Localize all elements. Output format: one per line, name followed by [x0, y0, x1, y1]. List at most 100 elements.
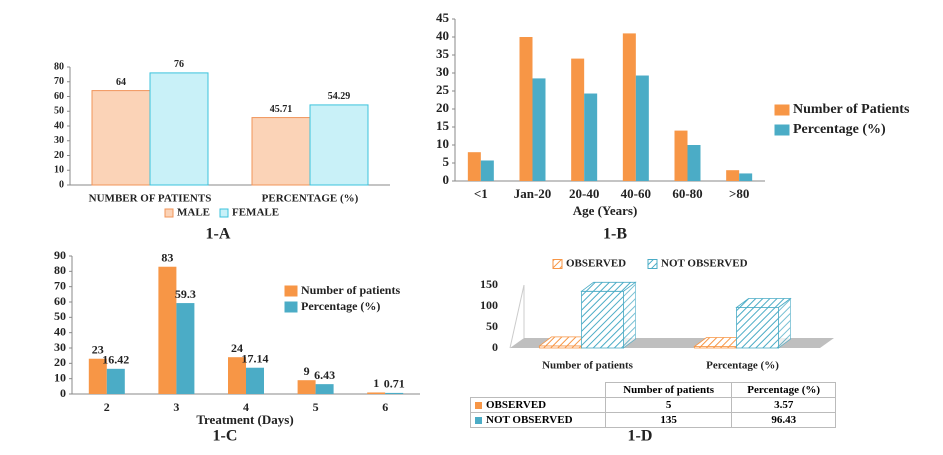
bar	[149, 72, 209, 186]
data-label: 23	[92, 342, 104, 356]
y-tick-label: 30	[54, 340, 66, 354]
y-tick-label: 20	[436, 100, 449, 115]
table-cell: NOT OBSERVED	[470, 412, 606, 428]
bar-front	[581, 290, 624, 349]
data-label: 1	[373, 376, 379, 390]
y-tick-label: 50	[486, 319, 498, 333]
bar-side	[623, 281, 636, 349]
x-tick-label: Percentage (%)	[706, 360, 779, 372]
bar	[158, 266, 177, 394]
y-tick-label: 20	[54, 150, 64, 161]
table-cell: Number of patients	[604, 382, 733, 398]
legend-swatch	[219, 208, 229, 218]
x-tick-label: Jan-20	[514, 186, 552, 201]
panel-label: 1-D	[628, 428, 653, 445]
bar	[106, 368, 125, 394]
bar	[674, 130, 688, 181]
y-tick-label: 40	[436, 28, 449, 43]
legend-swatch	[647, 259, 658, 269]
y-tick-label: 0	[492, 340, 498, 354]
bar-side	[778, 297, 791, 349]
table-cell: 135	[604, 412, 733, 428]
bar	[571, 58, 585, 181]
y-tick-label: 0	[59, 179, 64, 190]
y-tick-label: 50	[54, 106, 64, 117]
panel-label: 1-B	[603, 226, 627, 243]
bar	[532, 78, 546, 181]
table-cell: 96.43	[731, 412, 836, 428]
bar	[228, 357, 246, 394]
y-tick-label: 50	[54, 309, 66, 323]
data-label: 9	[304, 364, 310, 378]
panel-label: 1-C	[213, 428, 238, 445]
data-label: 59.3	[175, 287, 196, 301]
x-tick-label: 60-80	[672, 186, 702, 201]
data-label: 6.43	[314, 368, 335, 382]
x-tick-label: 5	[313, 400, 319, 414]
x-tick-label: 20-40	[569, 186, 599, 201]
table-cell: Percentage (%)	[731, 382, 836, 398]
bar	[309, 104, 369, 186]
y-tick-label: 80	[54, 263, 66, 277]
data-label: 76	[174, 59, 184, 70]
data-label: 54.29	[328, 91, 351, 102]
legend-label: Number of Patients	[793, 102, 910, 117]
legend-label: NOT OBSERVED	[661, 258, 748, 270]
bar	[315, 384, 334, 394]
x-axis-label: Age (Years)	[573, 203, 638, 218]
y-tick-label: 10	[54, 370, 66, 384]
x-tick-label: PERCENTAGE (%)	[262, 193, 359, 205]
bar	[480, 160, 494, 181]
table-swatch	[475, 401, 482, 409]
bar	[622, 33, 636, 182]
y-tick-label: 100	[480, 298, 498, 312]
data-label: 24	[231, 341, 243, 355]
bar	[367, 392, 386, 394]
legend-swatch	[774, 104, 790, 116]
table-cell	[471, 383, 606, 398]
bar	[246, 367, 264, 394]
bar	[91, 90, 151, 186]
legend-label: Percentage (%)	[793, 122, 886, 137]
legend-swatch	[164, 208, 174, 218]
y-tick-label: 15	[436, 118, 450, 133]
bar	[251, 117, 311, 186]
bar	[88, 358, 107, 394]
x-tick-label: 40-60	[621, 186, 651, 201]
data-label: 0.71	[384, 377, 405, 391]
bar	[385, 392, 404, 394]
data-label: 45.71	[270, 104, 293, 115]
y-tick-label: 60	[54, 294, 66, 308]
table-row: OBSERVED 5 3.57	[470, 397, 836, 413]
x-tick-label: NUMBER OF PATIENTS	[89, 193, 212, 205]
bar	[687, 145, 701, 181]
back-wall	[509, 284, 525, 349]
bar-front	[736, 307, 779, 349]
x-tick-label: Number of patients	[542, 360, 634, 372]
data-label: 83	[161, 250, 173, 264]
bar	[467, 152, 481, 181]
table-row: NOT OBSERVED 135 96.43	[470, 412, 836, 428]
y-tick-label: 90	[54, 248, 66, 262]
x-tick-label: <1	[474, 186, 488, 201]
y-tick-label: 70	[54, 278, 66, 292]
bar	[297, 380, 316, 394]
y-tick-label: 60	[54, 91, 64, 102]
x-tick-label: 3	[173, 400, 179, 414]
legend-swatch	[774, 124, 790, 136]
y-tick-label: 80	[54, 61, 64, 72]
row-label: NOT OBSERVED	[486, 414, 573, 426]
legend-label: Percentage (%)	[301, 299, 380, 313]
y-tick-label: 30	[54, 135, 64, 146]
bar	[584, 93, 598, 181]
y-tick-label: 5	[443, 154, 450, 169]
table-cell: 3.57	[731, 397, 836, 413]
legend-swatch	[284, 285, 298, 297]
data-label: 17.14	[242, 351, 269, 365]
y-tick-label: 45	[436, 10, 450, 25]
table-cell: 5	[604, 397, 733, 413]
y-tick-label: 40	[54, 120, 64, 131]
legend-swatch	[284, 301, 298, 313]
